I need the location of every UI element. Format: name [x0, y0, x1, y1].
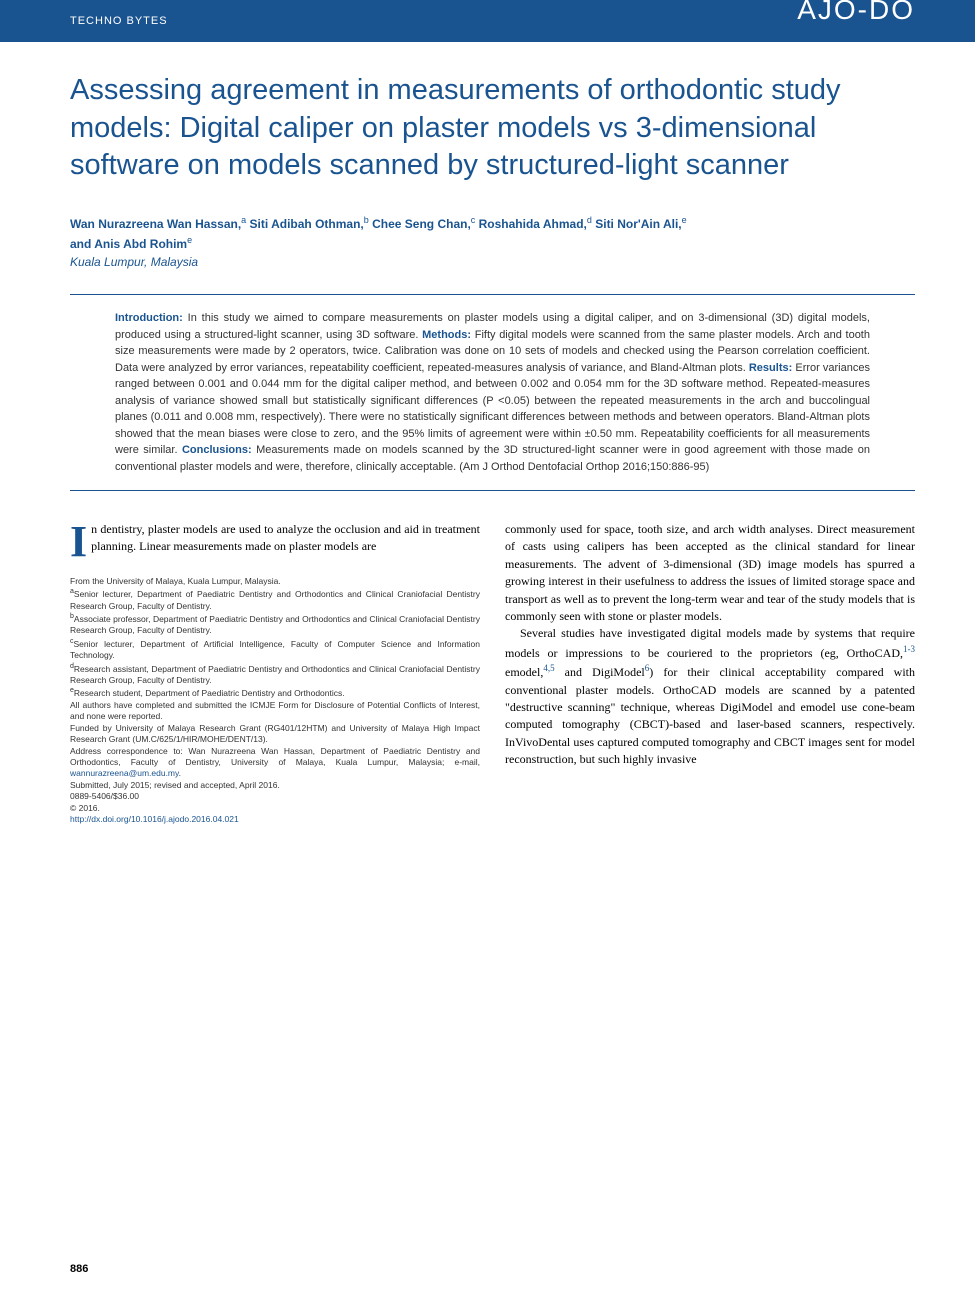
article-title: Assessing agreement in measurements of o… [70, 72, 915, 185]
body-col2-para1: commonly used for space, tooth size, and… [505, 521, 915, 625]
affil-a: aSenior lecturer, Department of Paediatr… [70, 587, 480, 612]
header-bar: TECHNO BYTES AJO-DO [0, 0, 975, 42]
dropcap: I [70, 521, 91, 560]
ref-4-5[interactable]: 4,5 [543, 663, 554, 673]
abstract-text: Introduction: In this study we aimed to … [115, 310, 870, 475]
affiliations-block: From the University of Malaya, Kuala Lum… [70, 576, 480, 826]
left-column: In dentistry, plaster models are used to… [70, 521, 480, 826]
doi-link[interactable]: http://dx.doi.org/10.1016/j.ajodo.2016.0… [70, 814, 480, 825]
section-label: TECHNO BYTES [70, 15, 168, 27]
authors-line-2: and Anis Abd Rohime [70, 235, 915, 251]
author-2: Siti Adibah Othman, [246, 217, 364, 231]
abstract-box: Introduction: In this study we aimed to … [70, 294, 915, 491]
page-content: Assessing agreement in measurements of o… [0, 42, 975, 826]
right-column: commonly used for space, tooth size, and… [505, 521, 915, 826]
abstract-methods-label: Methods: [422, 329, 471, 341]
sup-e: e [682, 215, 687, 225]
abstract-intro-label: Introduction: [115, 312, 183, 324]
affil-b: bAssociate professor, Department of Paed… [70, 612, 480, 637]
funding: Funded by University of Malaya Research … [70, 723, 480, 746]
sup-e2: e [187, 235, 192, 245]
body-col2-para2: Several studies have investigated digita… [505, 625, 915, 768]
abstract-results-text: Error variances ranged between 0.001 and… [115, 362, 870, 457]
abstract-results-label: Results: [749, 362, 792, 374]
body-para-1: In dentistry, plaster models are used to… [70, 521, 480, 556]
copyright: © 2016. [70, 803, 480, 814]
email-link[interactable]: wannurazreena@um.edu.my [70, 768, 179, 778]
body-col1-text: n dentistry, plaster models are used to … [91, 522, 480, 553]
affil-e: eResearch student, Department of Paediat… [70, 686, 480, 699]
affil-c: cSenior lecturer, Department of Artifici… [70, 637, 480, 662]
issn: 0889-5406/$36.00 [70, 791, 480, 802]
author-6: and Anis Abd Rohim [70, 237, 187, 251]
author-5: Siti Nor'Ain Ali, [592, 217, 682, 231]
body-columns: In dentistry, plaster models are used to… [70, 521, 915, 826]
correspondence: Address correspondence to: Wan Nurazreen… [70, 746, 480, 780]
author-3: Chee Seng Chan, [369, 217, 471, 231]
affil-from: From the University of Malaya, Kuala Lum… [70, 576, 480, 587]
journal-logo: AJO-DO [797, 0, 915, 26]
abstract-conclusions-label: Conclusions: [182, 444, 252, 456]
author-4: Roshahida Ahmad, [475, 217, 587, 231]
affil-d: dResearch assistant, Department of Paedi… [70, 662, 480, 687]
location: Kuala Lumpur, Malaysia [70, 255, 915, 269]
disclosure: All authors have completed and submitted… [70, 700, 480, 723]
authors-line: Wan Nurazreena Wan Hassan,a Siti Adibah … [70, 215, 915, 231]
submitted: Submitted, July 2015; revised and accept… [70, 780, 480, 791]
page-number: 886 [70, 1263, 88, 1275]
author-1: Wan Nurazreena Wan Hassan, [70, 217, 241, 231]
ref-1-3[interactable]: 1-3 [903, 644, 915, 654]
